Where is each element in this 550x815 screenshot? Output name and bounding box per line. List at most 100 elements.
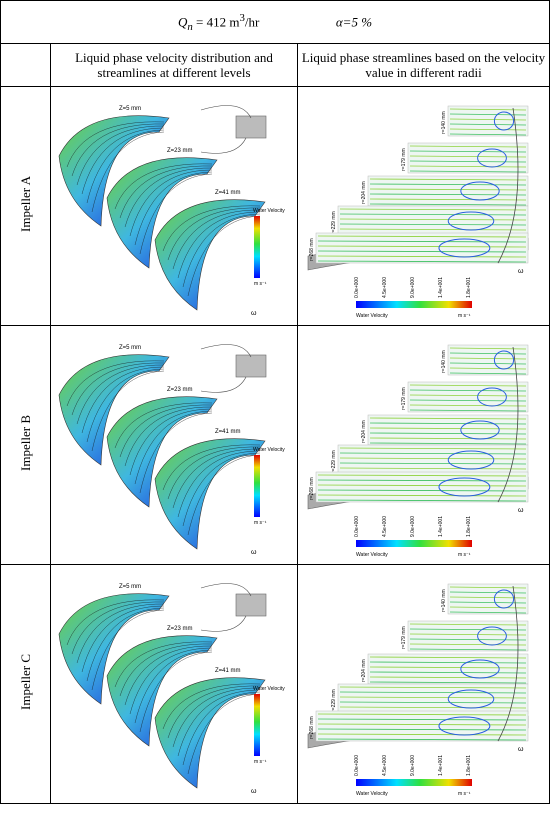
streamline	[187, 454, 261, 535]
radius-label: r=179 mm	[401, 626, 407, 649]
streamline-cell: r=140 mm r=179 mm r=204 mm r=229 mm r=268 mm…	[296, 564, 550, 804]
streamline	[317, 489, 527, 491]
blade	[58, 114, 170, 227]
row-label: Impeller A	[17, 176, 33, 232]
radius-label: r=140 mm	[441, 350, 447, 373]
flow-arrow	[497, 107, 519, 263]
streamline	[369, 676, 527, 678]
vortex	[460, 659, 500, 678]
streamline	[409, 623, 527, 625]
streamline	[339, 223, 527, 225]
colorbar-title: Water Velocity	[253, 447, 285, 453]
streamline	[134, 649, 213, 723]
streamline	[409, 384, 527, 386]
vortex	[460, 420, 500, 439]
rotation-symbol: ω	[251, 310, 257, 317]
blank-cell	[0, 43, 51, 87]
flow-unit: /hr	[244, 13, 260, 29]
velocity-image: Z=5 mm Z=23 mm Z=41 mm Water Velocity m s⁻¹ ω	[58, 104, 285, 317]
streamline	[339, 452, 527, 454]
streamline	[409, 648, 527, 650]
streamline	[182, 691, 261, 765]
radius-label: r=229 mm	[331, 211, 337, 234]
streamline	[317, 255, 527, 257]
streamline	[449, 128, 527, 130]
row-label-cell: Impeller C	[0, 564, 51, 804]
streamline	[172, 209, 261, 269]
velocity-image: Z=5 mm Z=23 mm Z=41 mm Water Velocity m s⁻¹ ω	[58, 343, 285, 556]
streamline	[162, 444, 261, 490]
streamline	[369, 422, 527, 424]
streamline	[339, 686, 527, 688]
level-label: Z=41 mm	[215, 668, 241, 674]
streamline	[409, 145, 527, 147]
flow-value: = 412 m	[196, 13, 240, 29]
colorbar	[356, 300, 472, 308]
streamline	[317, 738, 527, 740]
streamline	[339, 447, 527, 449]
streamline	[409, 638, 527, 640]
streamline	[81, 605, 165, 672]
velocity-cell: Z=5 mm Z=23 mm Z=41 mm Water Velocity m s⁻¹ ω	[50, 86, 298, 326]
velocity-cell: Z=5 mm Z=23 mm Z=41 mm Water Velocity m s⁻¹ ω	[50, 325, 298, 565]
colorbar-tick: 0.0e+000	[354, 515, 360, 536]
streamline	[369, 188, 527, 190]
streamline	[119, 643, 213, 696]
streamline	[409, 409, 527, 411]
level-label: Z=5 mm	[119, 584, 141, 590]
streamline	[182, 452, 261, 526]
streamline	[339, 457, 527, 459]
streamline	[369, 681, 527, 683]
streamline	[339, 696, 527, 698]
streamline	[339, 208, 527, 210]
streamline	[317, 250, 527, 252]
panel	[315, 710, 529, 741]
streamline	[119, 165, 213, 218]
row-label-cell: Impeller B	[0, 325, 51, 565]
streamline	[369, 437, 527, 439]
streamline	[409, 165, 527, 167]
panel	[337, 683, 529, 714]
colorbar-tick: 1.4e+001	[438, 515, 444, 536]
colorbar-tick: 1.4e+001	[438, 276, 444, 297]
streamline-cell: r=140 mm r=179 mm r=204 mm r=229 mm r=268 mm…	[296, 325, 550, 565]
panel	[337, 205, 529, 236]
streamline	[71, 601, 165, 654]
streamline	[409, 170, 527, 172]
streamline	[449, 591, 527, 593]
streamline	[449, 601, 527, 603]
streamline	[339, 462, 527, 464]
streamline	[409, 150, 527, 152]
streamline	[409, 643, 527, 645]
streamline	[449, 606, 527, 608]
streamline	[317, 474, 527, 476]
colorbar-tick: 0.0e+000	[354, 754, 360, 775]
colorbar-tick: 0.0e+000	[354, 276, 360, 297]
radius-label: r=179 mm	[401, 387, 407, 410]
blade	[154, 198, 266, 311]
streamline	[81, 127, 165, 194]
streamline	[139, 651, 213, 732]
streamline	[177, 211, 261, 278]
blade	[106, 634, 218, 747]
vortex	[447, 211, 495, 230]
streamline	[317, 240, 527, 242]
rotation-symbol: ω	[518, 746, 524, 753]
streamline	[129, 647, 213, 714]
streamline	[449, 362, 527, 364]
streamline	[124, 167, 213, 227]
streamline	[162, 205, 261, 251]
blade	[58, 353, 170, 466]
colorbar-unit: m s⁻¹	[254, 281, 267, 287]
streamline	[91, 370, 165, 451]
flow-arrow	[497, 585, 519, 741]
streamline	[317, 235, 527, 237]
streamline-image: r=140 mm r=179 mm r=204 mm r=229 mm r=268 mm…	[307, 105, 529, 319]
column-header: Liquid phase streamlines based on the ve…	[296, 43, 550, 87]
streamline-image: r=140 mm r=179 mm r=204 mm r=229 mm r=268 mm…	[307, 583, 529, 797]
streamline	[86, 607, 165, 681]
streamline	[339, 228, 527, 230]
streamline	[369, 198, 527, 200]
streamline	[86, 129, 165, 203]
vortex	[438, 716, 491, 735]
